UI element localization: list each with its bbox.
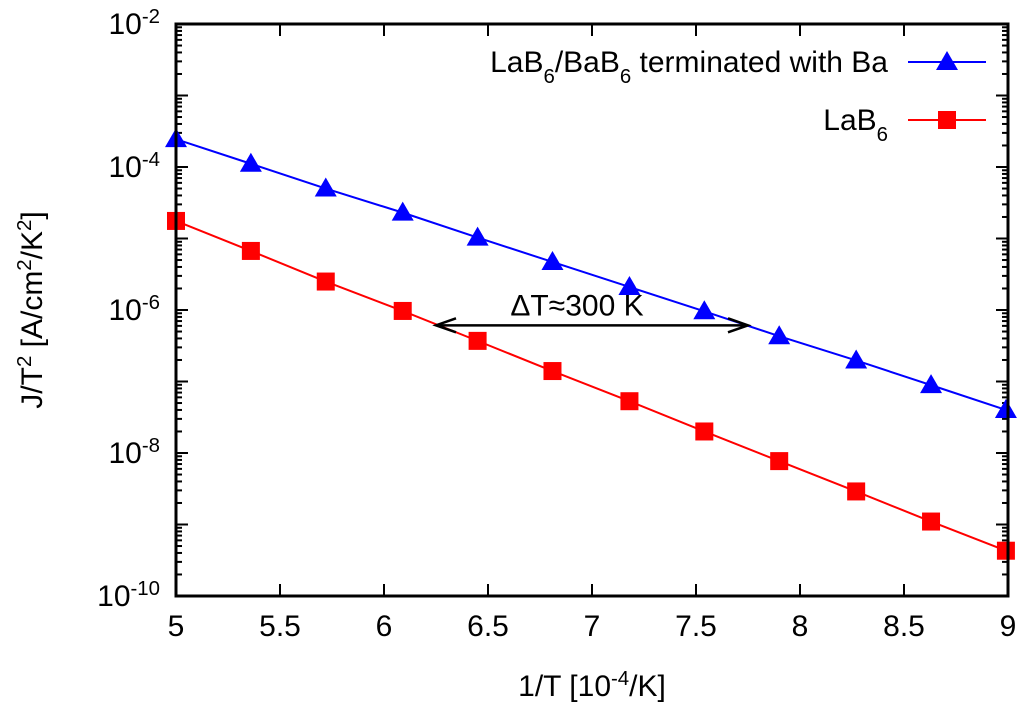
- series-line: [175, 138, 1007, 411]
- arrow-head-right: [727, 317, 752, 334]
- x-tick-label: 5.5: [259, 610, 301, 643]
- y-axis-label: J/T2 [A/cm2/K2]: [14, 211, 49, 408]
- data-point-triangle: [693, 300, 716, 320]
- legend-label: LaB6/BaB6 terminated with Ba: [490, 46, 888, 88]
- x-tick-label: 7: [584, 610, 601, 643]
- data-point-square: [543, 362, 562, 381]
- y-tick-label: 10-4: [108, 149, 160, 184]
- data-point-triangle: [239, 152, 262, 172]
- data-point-square: [922, 512, 941, 531]
- data-point-triangle: [920, 374, 943, 394]
- data-point-triangle: [314, 177, 337, 197]
- data-point-square: [393, 301, 412, 320]
- legend-label: LaB6: [823, 104, 888, 146]
- x-tick-label: 6: [376, 610, 393, 643]
- y-tick-label: 10-8: [108, 435, 160, 470]
- data-point-square: [695, 422, 714, 441]
- data-point-square: [847, 482, 866, 501]
- series-layer: [165, 128, 1017, 560]
- x-tick-label: 5: [168, 610, 185, 643]
- annotation-layer: ΔT≈300 K: [432, 289, 752, 334]
- data-point-triangle: [845, 349, 868, 369]
- data-point-triangle: [768, 325, 791, 345]
- data-point-square: [620, 392, 639, 411]
- x-tick-label: 6.5: [467, 610, 509, 643]
- legend-marker: [936, 51, 958, 70]
- data-point-triangle: [618, 275, 641, 295]
- data-point-triangle: [391, 201, 414, 221]
- data-point-square: [241, 241, 260, 260]
- data-point-square: [468, 331, 487, 350]
- x-tick-label: 8: [792, 610, 809, 643]
- series-line: [175, 220, 1007, 552]
- y-tick-label: 10-6: [108, 292, 160, 327]
- y-tick-label: 10-2: [108, 6, 160, 41]
- x-tick-label: 9: [1000, 610, 1017, 643]
- data-point-triangle: [541, 250, 564, 270]
- axis-ticks: 5 5.5 6 6.5 7 7.5 8 8.5 9 10-2 10-4 10-6 10-8 10-10: [97, 6, 1016, 643]
- x-tick-label: 8.5: [883, 610, 925, 643]
- delta-t-label: ΔT≈300 K: [510, 289, 643, 322]
- data-point-square: [996, 541, 1015, 560]
- x-tick-label: 7.5: [675, 610, 717, 643]
- data-point-square: [316, 272, 335, 291]
- x-axis-label: 1/T [10-4/K]: [518, 668, 666, 703]
- legend: LaB6/BaB6 terminated with Ba LaB6: [490, 46, 986, 146]
- legend-marker: [938, 111, 956, 129]
- data-point-triangle: [994, 398, 1017, 418]
- data-point-square: [770, 452, 789, 471]
- plot-frame: [174, 22, 1010, 598]
- arrow-head-left: [432, 317, 457, 334]
- y-tick-label: 10-10: [97, 578, 160, 613]
- data-point-triangle: [466, 226, 489, 246]
